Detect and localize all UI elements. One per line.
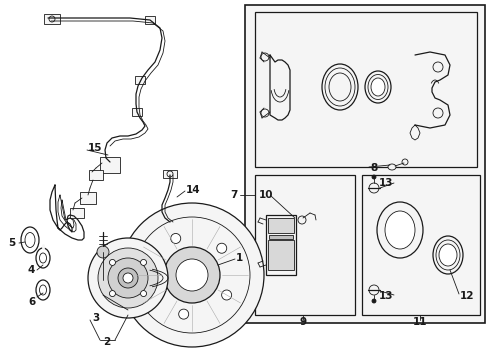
Circle shape (170, 233, 181, 243)
Bar (135, 76, 145, 84)
Ellipse shape (432, 236, 462, 274)
Circle shape (108, 258, 148, 298)
Circle shape (98, 248, 158, 308)
Text: 13: 13 (378, 291, 392, 301)
Ellipse shape (370, 78, 384, 96)
Text: 8: 8 (369, 163, 376, 173)
Ellipse shape (36, 280, 50, 300)
Circle shape (134, 217, 249, 333)
Bar (268, 235, 292, 239)
Text: 4: 4 (28, 265, 35, 275)
Text: 6: 6 (28, 297, 35, 307)
Circle shape (120, 203, 264, 347)
Ellipse shape (438, 244, 456, 266)
Bar (163, 170, 177, 178)
Text: 1: 1 (236, 253, 243, 263)
Bar (244, 5, 484, 323)
Text: 13: 13 (378, 178, 392, 188)
Ellipse shape (36, 248, 50, 268)
Circle shape (140, 291, 146, 297)
Ellipse shape (40, 285, 46, 295)
Bar (254, 12, 476, 167)
Bar (267, 218, 293, 233)
Bar (265, 215, 295, 275)
Circle shape (261, 109, 268, 117)
Circle shape (97, 246, 109, 258)
Circle shape (109, 260, 115, 265)
Bar (254, 175, 354, 315)
Circle shape (432, 108, 442, 118)
Ellipse shape (25, 233, 35, 248)
Text: 3: 3 (92, 313, 100, 323)
Circle shape (371, 175, 375, 179)
Text: 9: 9 (299, 317, 306, 327)
Ellipse shape (387, 164, 395, 170)
Circle shape (432, 62, 442, 72)
Ellipse shape (364, 71, 390, 103)
Bar (145, 16, 155, 24)
Ellipse shape (328, 73, 350, 101)
Circle shape (401, 159, 407, 165)
Circle shape (371, 299, 375, 303)
Circle shape (163, 247, 220, 303)
Bar (361, 175, 479, 315)
Text: 5: 5 (8, 238, 15, 248)
Bar (132, 108, 142, 116)
Circle shape (261, 53, 268, 61)
Circle shape (176, 259, 207, 291)
Circle shape (178, 309, 188, 319)
Ellipse shape (384, 211, 414, 249)
Text: 11: 11 (412, 317, 427, 327)
Ellipse shape (321, 64, 357, 110)
Circle shape (368, 183, 378, 193)
Bar (267, 240, 293, 270)
Circle shape (109, 291, 115, 297)
Text: 7: 7 (230, 190, 238, 200)
Ellipse shape (40, 253, 46, 263)
Circle shape (140, 260, 146, 265)
Circle shape (221, 290, 231, 300)
Circle shape (49, 16, 55, 22)
Text: 2: 2 (103, 337, 110, 347)
Circle shape (167, 171, 173, 177)
Text: 14: 14 (185, 185, 200, 195)
Circle shape (88, 238, 168, 318)
Bar (89, 170, 103, 180)
Circle shape (297, 216, 305, 224)
Bar (100, 157, 120, 173)
Circle shape (368, 285, 378, 295)
Text: 10: 10 (259, 190, 273, 200)
Circle shape (123, 273, 133, 283)
Bar (44, 14, 60, 24)
Bar (80, 192, 96, 204)
Text: 12: 12 (459, 291, 473, 301)
Bar (70, 208, 84, 218)
Circle shape (216, 243, 226, 253)
Text: 15: 15 (88, 143, 102, 153)
Circle shape (118, 268, 138, 288)
Circle shape (147, 274, 157, 284)
Ellipse shape (376, 202, 422, 258)
Ellipse shape (21, 227, 39, 253)
